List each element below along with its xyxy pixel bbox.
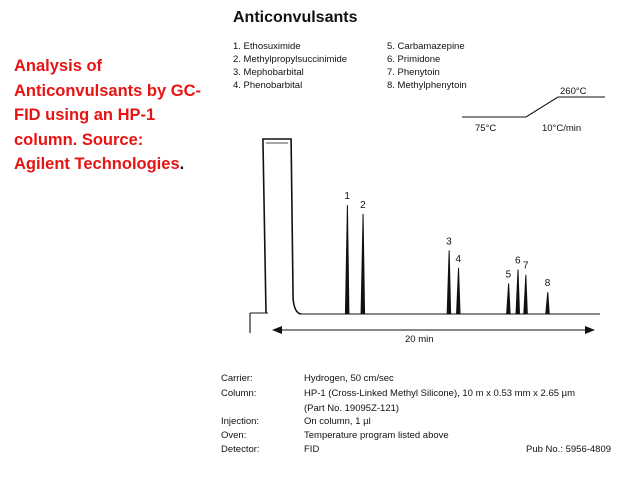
condition-label: Injection:: [221, 416, 259, 427]
time-span-arrow: 20 min: [272, 326, 595, 345]
caption-line: column. Source:: [14, 130, 144, 149]
peak-label: 5: [506, 269, 512, 280]
peak-8: [545, 292, 550, 315]
peak-labels: 12 34 56 7 8: [344, 191, 550, 289]
caption-line: FID using an HP-1: [14, 106, 156, 124]
condition-value: FID: [304, 444, 319, 455]
condition-value: Hydrogen, 50 cm/sec: [304, 373, 394, 384]
condition-label: Carrier:: [221, 373, 253, 384]
peak-label: 1: [344, 191, 350, 202]
arrowhead-right: [585, 326, 595, 334]
temp-final-label: 260°C: [560, 86, 587, 97]
peak-1: [344, 205, 350, 315]
compound-list: 1. Ethosuximide 2. Methylpropylsuccinimi…: [233, 41, 467, 91]
temp-initial-label: 75°C: [475, 123, 496, 134]
condition-value: Temperature program listed above: [304, 430, 449, 441]
peak-label: 7: [523, 261, 529, 272]
peak-7: [523, 274, 528, 315]
peak-4: [456, 267, 461, 315]
time-span-label: 20 min: [405, 334, 434, 345]
pub-number: Pub No.: 5956-4809: [526, 444, 611, 455]
peak-6: [515, 269, 521, 315]
caption-period: .: [179, 155, 185, 173]
peak-label: 8: [545, 278, 551, 289]
caption-line: Anticonvulsants by GC-: [14, 81, 202, 100]
peak-2: [360, 213, 366, 315]
peak-label: 2: [360, 200, 366, 211]
solvent-front: [262, 138, 302, 315]
chromatogram-trace: [249, 138, 600, 333]
condition-label: Oven:: [221, 430, 246, 441]
compound-item: 8. Methylphenytoin: [387, 80, 467, 91]
temp-program-line: [462, 96, 605, 118]
condition-label: Column:: [221, 388, 256, 399]
arrowhead-left: [272, 326, 282, 334]
condition-label: Detector:: [221, 444, 260, 455]
conditions-table: Carrier: Hydrogen, 50 cm/sec Column: HP-…: [221, 373, 611, 455]
caption-source: Agilent Technologies: [14, 155, 180, 173]
compound-item: 6. Primidone: [387, 54, 440, 65]
compound-item: 2. Methylpropylsuccinimide: [233, 54, 347, 65]
temperature-program: 260°C 75°C 10°C/min: [462, 86, 605, 134]
condition-value: On column, 1 µl: [304, 416, 371, 427]
compound-item: 1. Ethosuximide: [233, 41, 301, 52]
figure-title: Anticonvulsants: [233, 9, 358, 26]
compound-item: 4. Phenobarbital: [233, 80, 302, 91]
caption-line: Analysis of: [14, 57, 103, 75]
peak-3: [446, 250, 452, 315]
figure-caption: Analysis of Anticonvulsants by GC- FID u…: [14, 54, 219, 177]
peak-5: [506, 283, 511, 315]
compound-item: 3. Mephobarbital: [233, 67, 304, 78]
temp-rate-label: 10°C/min: [542, 123, 581, 134]
compound-item: 5. Carbamazepine: [387, 41, 465, 52]
peak-label: 6: [515, 256, 521, 267]
peak-label: 3: [446, 236, 452, 247]
condition-value: HP-1 (Cross-Linked Methyl Silicone), 10 …: [304, 388, 575, 399]
caption-line: Agilent Technologies.: [14, 152, 219, 177]
compound-item: 7. Phenytoin: [387, 67, 440, 78]
peak-label: 4: [456, 254, 462, 265]
condition-value: (Part No. 19095Z-121): [304, 403, 399, 414]
